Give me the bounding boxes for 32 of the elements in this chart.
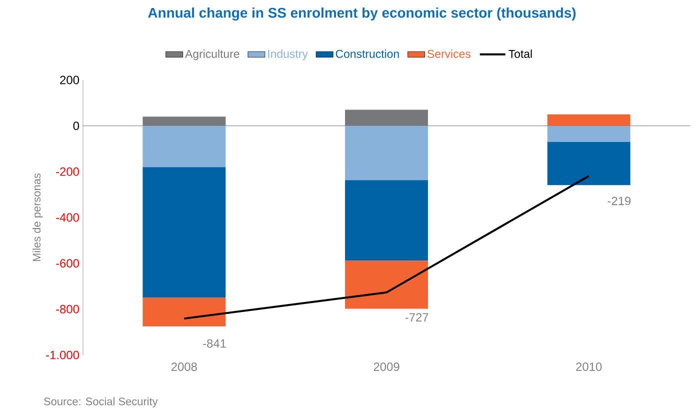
legend-label: Construction	[336, 50, 399, 58]
y-tick-label: -600	[56, 259, 80, 268]
bar	[345, 260, 428, 309]
bar	[547, 114, 630, 126]
bar	[345, 110, 428, 126]
x-tick-label: 2010	[576, 362, 602, 371]
y-tick-label: 0	[73, 122, 80, 130]
bar	[345, 126, 428, 180]
legend-label: Industry	[268, 50, 308, 60]
bar	[547, 126, 630, 142]
bar	[142, 298, 226, 326]
y-axis-title: Miles de personas	[32, 173, 43, 262]
y-tick-label: 200	[60, 76, 80, 84]
data-label: -219	[608, 196, 631, 206]
y-tick-label: -800	[56, 304, 80, 314]
legend-label: Total	[508, 50, 532, 58]
y-tick-label: -200	[56, 167, 80, 176]
x-tick-label: 2009	[374, 362, 400, 371]
data-label: -841	[203, 339, 226, 348]
chart-title: Annual change in SS enrolment by economic sector (thousands)	[148, 8, 576, 21]
bar	[345, 180, 428, 261]
y-tick-label: -400	[56, 213, 80, 222]
x-tick-label: 2008	[171, 362, 197, 371]
source-note: Source: Social Security	[44, 397, 158, 408]
bar	[142, 126, 226, 168]
bar	[547, 142, 630, 186]
legend-label: Services	[427, 50, 470, 58]
bar	[142, 167, 226, 298]
legend-label: Agriculture	[185, 50, 240, 60]
y-tick-label: -1.000	[46, 350, 80, 360]
bar	[142, 116, 226, 126]
data-label: -727	[405, 313, 428, 322]
